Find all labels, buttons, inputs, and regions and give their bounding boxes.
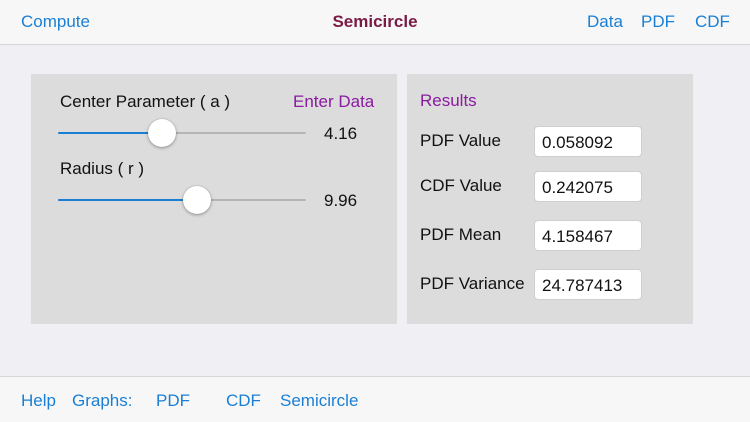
graphs-label: Graphs: — [72, 391, 133, 410]
pdf-mean-field[interactable]: 4.158467 — [534, 220, 642, 251]
radius-label: Radius ( r ) — [60, 159, 145, 178]
cdf-button[interactable]: CDF — [695, 12, 730, 31]
graph-pdf-button[interactable]: PDF — [156, 391, 190, 410]
center-parameter-value: 4.16 — [324, 124, 358, 143]
radius-value: 9.96 — [324, 191, 358, 210]
results-heading: Results — [420, 91, 477, 110]
slider-thumb[interactable] — [182, 186, 211, 214]
pdf-value-field[interactable]: 0.058092 — [534, 126, 642, 157]
parameters-panel: Center Parameter ( a ) Enter Data 4.16 R… — [31, 74, 397, 324]
radius-slider[interactable] — [58, 185, 306, 215]
pdf-value-label: PDF Value — [420, 131, 501, 150]
graph-cdf-button[interactable]: CDF — [226, 391, 261, 410]
center-parameter-label: Center Parameter ( a ) — [60, 92, 231, 111]
results-panel: Results PDF Value 0.058092 CDF Value 0.2… — [407, 74, 693, 324]
cdf-value-field[interactable]: 0.242075 — [534, 171, 642, 202]
slider-fill — [58, 132, 163, 134]
top-nav-bar: Compute Semicircle Data PDF CDF — [0, 0, 750, 45]
slider-track — [58, 132, 306, 134]
page-title: Semicircle — [332, 12, 418, 31]
pdf-variance-field[interactable]: 24.787413 — [534, 269, 642, 300]
data-button[interactable]: Data — [587, 12, 623, 31]
enter-data-button[interactable]: Enter Data — [293, 92, 375, 111]
cdf-value-label: CDF Value — [420, 176, 502, 195]
bottom-toolbar: Help Graphs: PDF CDF Semicircle — [0, 376, 750, 422]
slider-fill — [58, 199, 197, 201]
graph-semicircle-button[interactable]: Semicircle — [280, 391, 359, 410]
slider-thumb[interactable] — [148, 119, 177, 147]
center-parameter-slider[interactable] — [58, 118, 306, 148]
help-button[interactable]: Help — [21, 391, 56, 410]
pdf-mean-label: PDF Mean — [420, 225, 502, 244]
pdf-button[interactable]: PDF — [641, 12, 675, 31]
compute-button[interactable]: Compute — [21, 12, 90, 31]
pdf-variance-label: PDF Variance — [420, 274, 525, 293]
